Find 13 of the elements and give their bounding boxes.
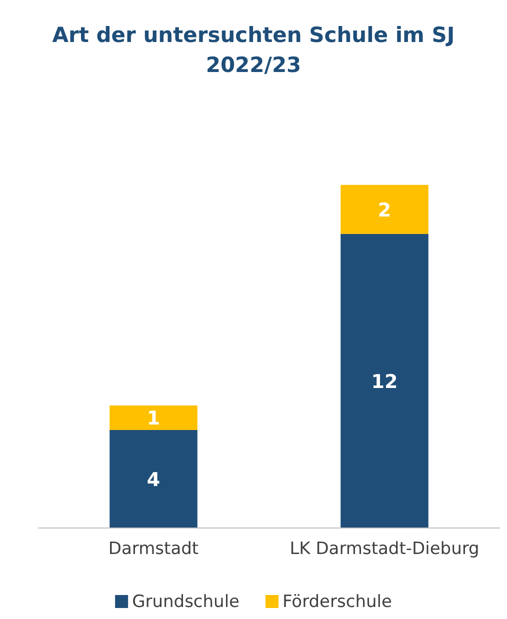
legend-label: Grundschule [132,592,240,612]
x-tick-label: Darmstadt [108,539,199,560]
chart-title: Art der untersuchten Schule im SJ 2022/23 [52,23,455,77]
bar [340,234,428,528]
data-label: 12 [371,370,398,393]
legend-label: Förderschule [282,592,392,612]
data-label: 1 [146,408,160,430]
data-label: 4 [146,468,160,491]
bar [340,184,428,234]
bar [110,430,198,528]
x-tick-label: LK Darmstadt-Dieburg [290,539,480,560]
data-label: 2 [378,199,392,222]
bar [110,405,198,430]
